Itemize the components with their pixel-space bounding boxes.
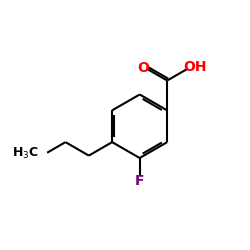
Text: F: F <box>135 174 144 188</box>
Text: H$_3$C: H$_3$C <box>12 146 38 161</box>
Text: OH: OH <box>183 60 206 74</box>
Text: O: O <box>137 61 149 75</box>
